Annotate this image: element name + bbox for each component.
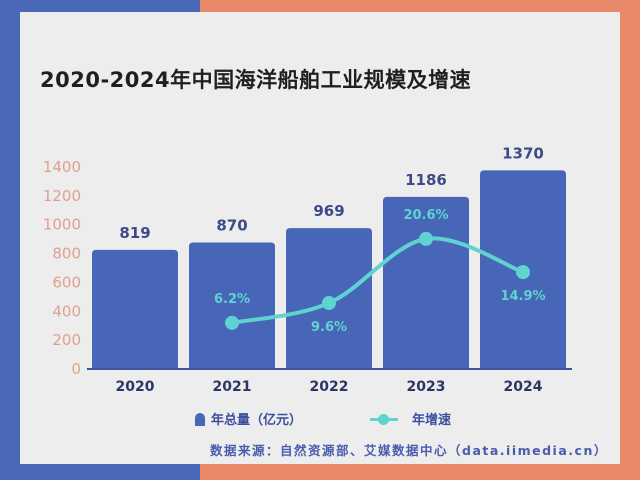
x-tick-label: 2020	[116, 379, 155, 395]
y-tick-label: 1400	[43, 158, 81, 176]
chart-title: 2020-2024年中国海洋船舶工业规模及增速	[40, 68, 472, 92]
bar-value-label: 1370	[502, 144, 544, 162]
legend-label-line: 年增速	[412, 413, 452, 428]
y-tick-label: 1200	[43, 187, 81, 205]
growth-value-label: 14.9%	[500, 289, 545, 304]
bar-value-label: 819	[119, 224, 150, 242]
y-tick-label: 800	[52, 245, 81, 263]
legend-item-bar: 年总量（亿元）	[195, 409, 302, 428]
line-legend-icon	[370, 413, 398, 426]
growth-line	[231, 236, 524, 325]
x-tick-label: 2023	[407, 379, 446, 395]
legend-label-bar: 年总量（亿元）	[211, 413, 303, 428]
source-note: 数据来源：自然资源部、艾媒数据中心（data.iimedia.cn）	[210, 443, 608, 458]
x-tick-label: 2022	[310, 379, 349, 395]
bar-value-label: 1186	[405, 171, 447, 189]
growth-point-2024	[516, 265, 530, 280]
growth-value-label: 20.6%	[403, 208, 448, 223]
y-tick-label: 0	[71, 360, 81, 378]
y-tick-label: 400	[52, 302, 81, 320]
y-tick-label: 1000	[43, 216, 81, 234]
legend-item-line: 年增速	[370, 409, 451, 428]
growth-value-label: 6.2%	[214, 292, 250, 307]
growth-point-2023	[419, 231, 433, 246]
bar-value-label: 969	[313, 202, 344, 220]
y-tick-label: 600	[52, 273, 81, 291]
x-tick-label: 2024	[504, 379, 543, 395]
growth-value-label: 9.6%	[311, 320, 347, 335]
bar-2021	[189, 242, 275, 368]
x-tick-label: 2021	[213, 379, 252, 395]
bar-legend-icon	[195, 413, 205, 426]
y-tick-label: 200	[52, 331, 81, 349]
growth-point-2022	[322, 296, 336, 311]
growth-point-2021	[225, 315, 239, 330]
bar-2020	[92, 249, 178, 368]
bar-value-label: 870	[216, 216, 247, 234]
